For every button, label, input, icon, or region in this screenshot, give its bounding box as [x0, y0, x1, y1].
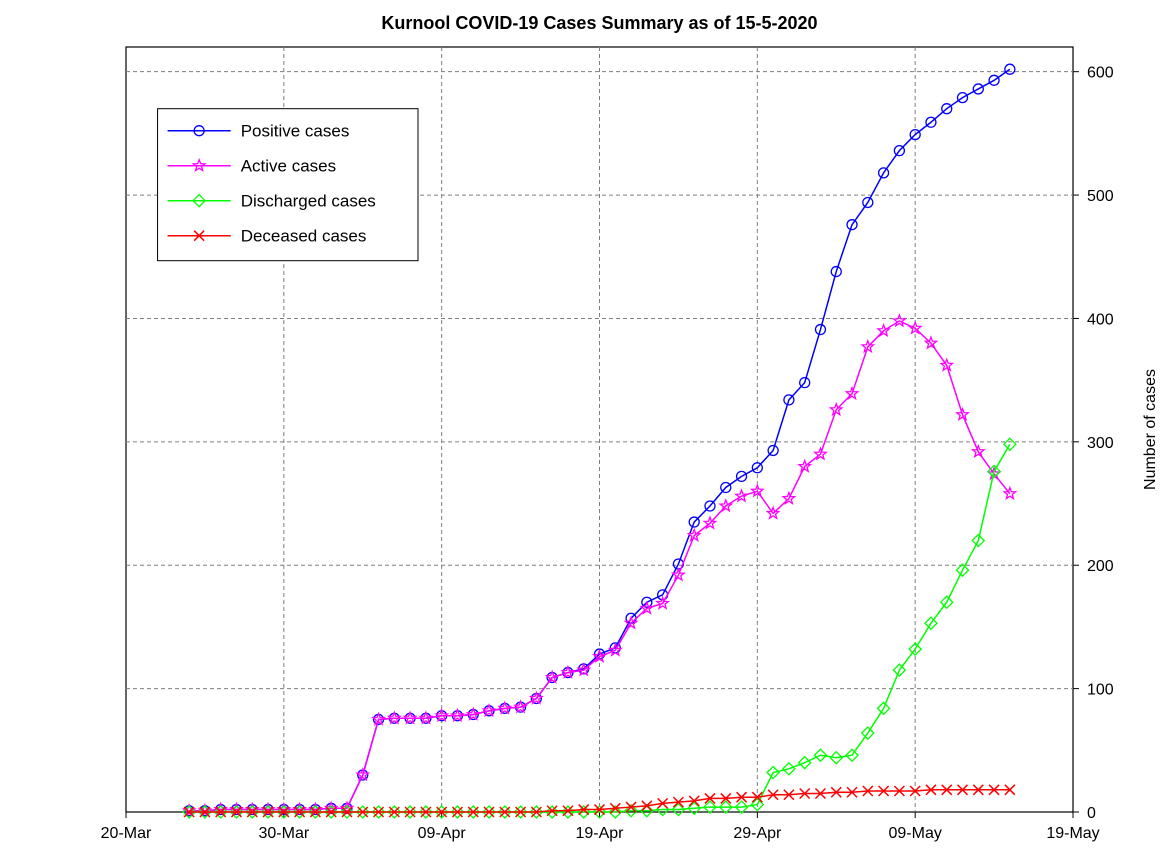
ytick-label: 400 — [1087, 311, 1114, 328]
xtick-label: 09-Apr — [418, 825, 467, 842]
legend-label: Active cases — [241, 157, 336, 176]
xtick-label: 29-Apr — [733, 825, 782, 842]
legend: Positive cases Active cases Discharged cas… — [158, 109, 418, 261]
ytick-label: 200 — [1087, 558, 1114, 575]
y-axis-label: Number of cases — [1142, 369, 1159, 490]
ytick-label: 0 — [1087, 805, 1096, 822]
xtick-label: 09-May — [888, 825, 941, 842]
ytick-label: 600 — [1087, 65, 1114, 82]
ytick-label: 500 — [1087, 188, 1114, 205]
xtick-label: 30-Mar — [258, 825, 309, 842]
ytick-label: 100 — [1087, 682, 1114, 699]
ytick-label: 300 — [1087, 435, 1114, 452]
chart-title: Kurnool COVID-19 Cases Summary as of 15-… — [381, 13, 817, 33]
legend-label: Deceased cases — [241, 227, 367, 246]
chart-svg: 20-Mar 30-Mar 09-Apr 19-Apr 29-Apr 09-May 19-M… — [0, 0, 1167, 858]
legend-label: Positive cases — [241, 122, 350, 141]
xtick-label: 20-Mar — [101, 825, 152, 842]
xtick-label: 19-Apr — [575, 825, 624, 842]
legend-label: Discharged cases — [241, 192, 376, 211]
chart-container: 20-Mar 30-Mar 09-Apr 19-Apr 29-Apr 09-May 19-M… — [0, 0, 1167, 858]
xtick-label: 19-May — [1046, 825, 1099, 842]
